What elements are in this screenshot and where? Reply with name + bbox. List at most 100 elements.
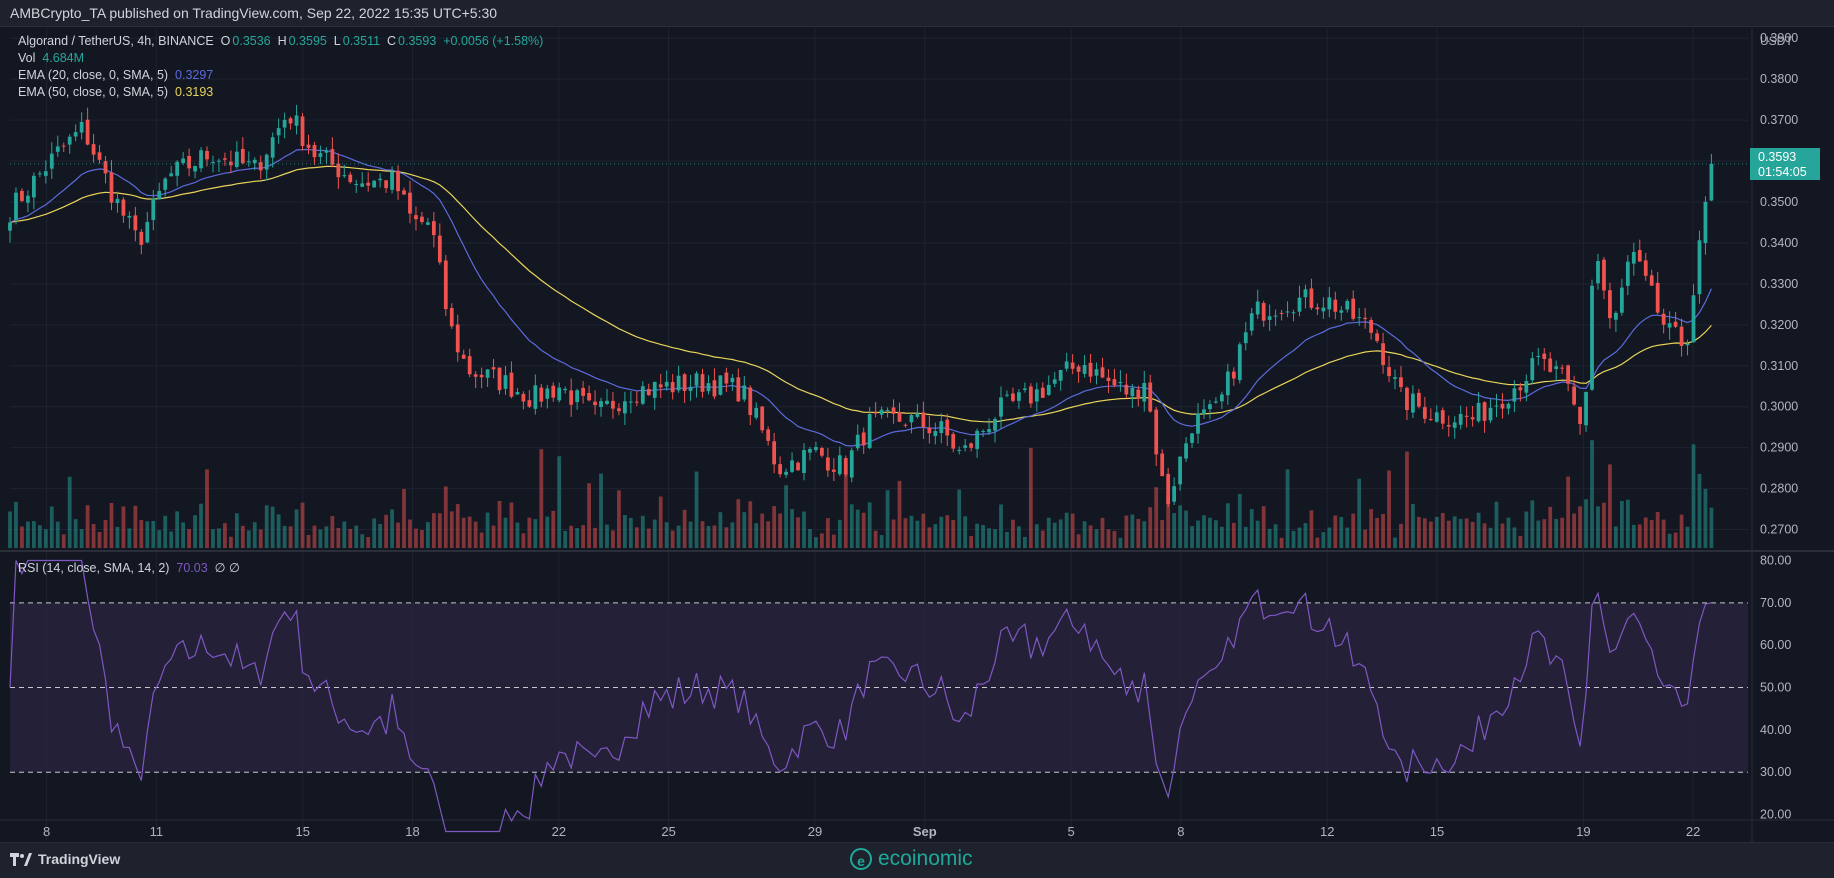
volume-bar [575, 528, 580, 548]
candle-body [814, 447, 818, 450]
volume-bar [217, 528, 221, 548]
volume-bar [993, 529, 997, 548]
candle-body [587, 392, 591, 401]
volume-bar [915, 520, 920, 548]
volume-bar [987, 528, 991, 548]
volume-bar [658, 496, 663, 548]
volume-bar [903, 518, 908, 548]
volume-bar [831, 534, 836, 548]
volume-bar [1697, 473, 1702, 548]
volume-bar [264, 505, 269, 548]
candle-body [109, 172, 114, 203]
volume-bar [808, 529, 812, 548]
candle-body [115, 198, 120, 204]
candle-body [993, 418, 997, 431]
candle-body [706, 383, 711, 392]
candle-body [1261, 303, 1266, 321]
candle-body [467, 356, 472, 375]
candle-body [1273, 315, 1278, 317]
time-tick-label: 5 [1067, 824, 1074, 839]
rsi-tick-label: 60.00 [1760, 638, 1791, 652]
footer-bar: TradingView e ecoinomic [0, 842, 1834, 878]
time-tick-label: 22 [552, 824, 566, 839]
candle-body [1590, 285, 1594, 390]
volume-bar [97, 532, 102, 548]
volume-bar [664, 522, 669, 548]
candle-body [1440, 410, 1445, 424]
candle-body [742, 385, 747, 400]
volume-bar [1470, 521, 1475, 548]
volume-bar [26, 521, 30, 548]
candle-body [1417, 392, 1421, 407]
volume-bar [199, 503, 203, 548]
candle-body [67, 136, 72, 145]
candle-body [246, 161, 251, 163]
candle-body [127, 215, 132, 218]
volume-bar [1303, 523, 1308, 548]
volume-bar [473, 521, 478, 548]
candle-body [1225, 371, 1230, 396]
time-tick-label: 8 [43, 824, 50, 839]
candle-body [1017, 392, 1021, 401]
volume-bar [103, 520, 108, 548]
candle-body [169, 173, 174, 177]
candle-body [784, 471, 788, 475]
volume-bar [246, 530, 251, 548]
volume-bar [485, 512, 490, 548]
volume-bar [1512, 527, 1517, 548]
candle-body [1094, 369, 1099, 376]
candle-body [20, 190, 24, 201]
candle-body [187, 155, 191, 169]
candle-body [981, 430, 985, 432]
candle-body [402, 190, 406, 195]
tradingview-logo[interactable]: TradingView [10, 851, 120, 867]
candle-body [133, 215, 138, 231]
volume-bar [1124, 515, 1129, 548]
volume-bar [969, 536, 974, 548]
candle-body [1124, 384, 1129, 395]
candle-body [1578, 406, 1582, 425]
volume-bar [963, 516, 968, 548]
candle-body [796, 462, 800, 471]
volume-bar [837, 519, 842, 548]
candle-body [772, 441, 777, 465]
volume-bar [1703, 488, 1708, 548]
high-label: H [277, 34, 287, 48]
candle-body [1303, 289, 1308, 298]
volume-bar [402, 488, 406, 548]
candle-body [145, 221, 150, 243]
chart-canvas[interactable]: USDT 0.2700 0.2800 0.2900 0.3000 0.3100 0.3200… [0, 0, 1834, 842]
volume-bar [981, 525, 985, 548]
volume-bar [390, 509, 394, 548]
candle-body [963, 445, 968, 448]
volume-bar [360, 534, 365, 548]
volume-bar [121, 506, 126, 548]
candle-body [1309, 288, 1314, 308]
volume-bar [1285, 469, 1290, 548]
volume-bar [49, 506, 54, 548]
candle-body [378, 178, 383, 181]
volume-bar [443, 486, 448, 548]
volume-bar [1649, 520, 1654, 548]
candle-body [831, 469, 836, 472]
volume-bar [999, 504, 1003, 548]
volume-bar [628, 517, 633, 548]
volume-legend: Vol 4.684M [18, 51, 84, 65]
volume-bar [157, 530, 162, 548]
candle-body [1190, 433, 1194, 443]
ema50-line [9, 165, 1712, 423]
volume-bar [587, 483, 591, 548]
candle-body [1005, 394, 1009, 396]
candle-body [61, 145, 66, 147]
candle-body [802, 450, 806, 473]
volume-bar [366, 537, 371, 548]
volume-bar [1584, 499, 1588, 548]
ema20-label: EMA (20, close, 0, SMA, 5) [18, 68, 169, 82]
volume-bar [1530, 500, 1535, 548]
candle-body [843, 458, 848, 475]
volume-bar [1393, 537, 1397, 548]
volume-bar [784, 485, 788, 548]
rsi-legend: RSI (14, close, SMA, 14, 2) 70.03 ∅ ∅ [18, 560, 240, 575]
candle-body [1022, 388, 1027, 391]
candle-body [372, 180, 377, 188]
